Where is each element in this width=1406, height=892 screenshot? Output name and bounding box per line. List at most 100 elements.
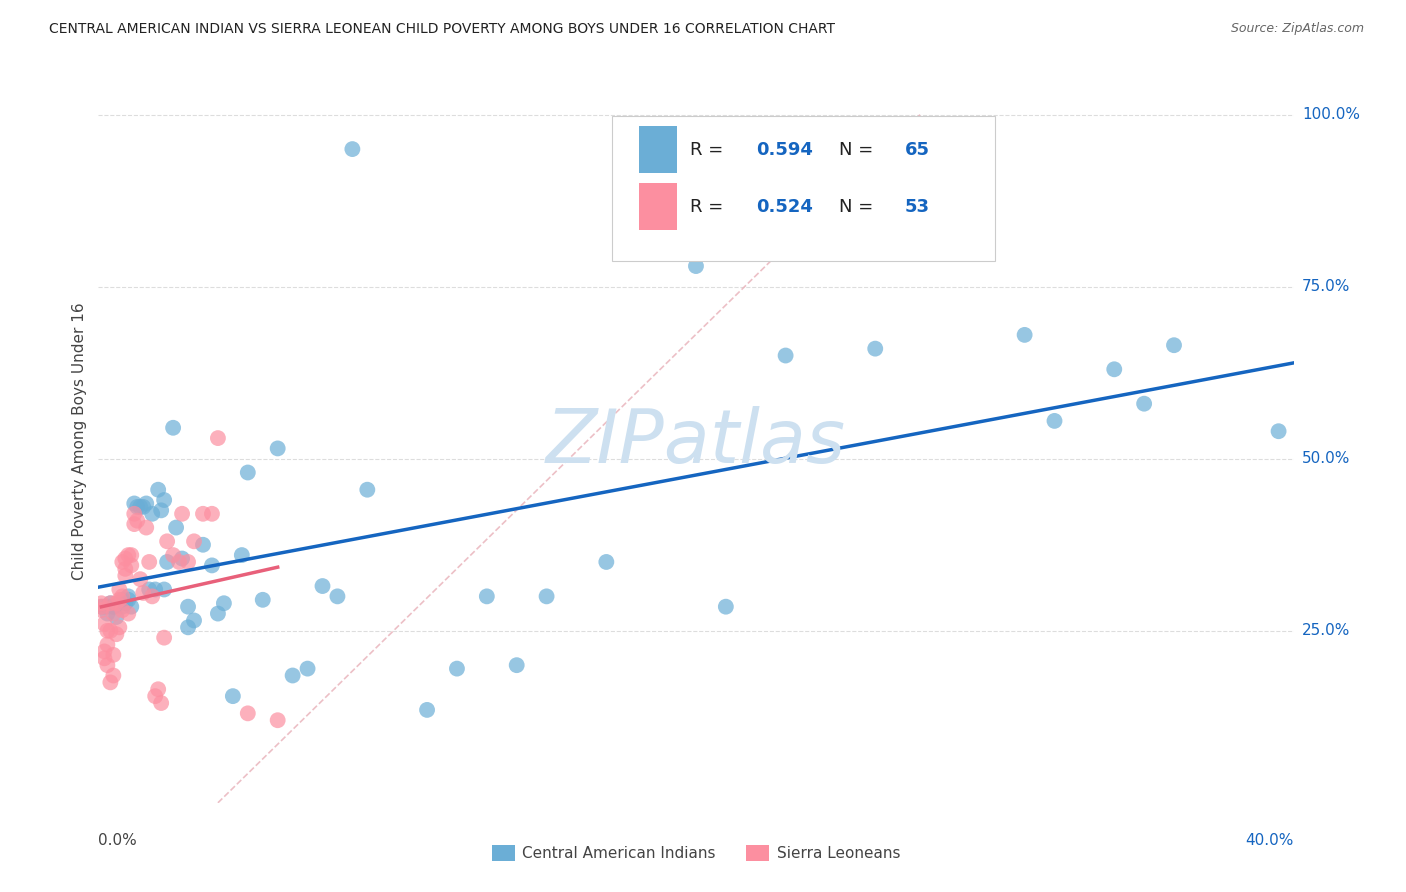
- Point: [103, 607, 125, 621]
- Text: CENTRAL AMERICAN INDIAN VS SIERRA LEONEAN CHILD POVERTY AMONG BOYS UNDER 16 CORR: CENTRAL AMERICAN INDIAN VS SIERRA LEONEA…: [49, 22, 835, 37]
- Point: [252, 592, 274, 607]
- Point: [132, 586, 155, 600]
- Point: [267, 442, 290, 456]
- Point: [141, 507, 163, 521]
- Point: [90, 596, 112, 610]
- Point: [201, 507, 224, 521]
- Y-axis label: Child Poverty Among Boys Under 16: Child Poverty Among Boys Under 16: [72, 302, 87, 581]
- Point: [114, 596, 136, 610]
- Point: [96, 599, 118, 614]
- FancyBboxPatch shape: [638, 184, 676, 230]
- Text: 0.594: 0.594: [756, 141, 813, 159]
- Point: [183, 534, 205, 549]
- Point: [191, 507, 214, 521]
- Point: [114, 562, 136, 576]
- Text: ZIPatlas: ZIPatlas: [546, 406, 846, 477]
- Point: [103, 599, 125, 614]
- Point: [124, 496, 146, 510]
- Point: [1043, 414, 1066, 428]
- Point: [103, 668, 125, 682]
- Point: [416, 703, 439, 717]
- Point: [143, 689, 166, 703]
- Text: 0.524: 0.524: [756, 198, 813, 216]
- Point: [135, 496, 157, 510]
- Point: [162, 548, 184, 562]
- Point: [98, 596, 122, 610]
- Point: [120, 548, 142, 562]
- Point: [506, 658, 529, 673]
- Text: R =: R =: [690, 141, 728, 159]
- Point: [138, 555, 160, 569]
- Point: [117, 592, 139, 607]
- Point: [141, 590, 163, 604]
- Point: [148, 682, 170, 697]
- Text: 40.0%: 40.0%: [1246, 833, 1294, 848]
- Point: [114, 551, 136, 566]
- Point: [90, 599, 112, 614]
- Point: [108, 582, 131, 597]
- Point: [153, 631, 176, 645]
- Point: [96, 658, 118, 673]
- Point: [236, 466, 259, 480]
- Point: [231, 548, 253, 562]
- Point: [311, 579, 333, 593]
- Point: [475, 590, 498, 604]
- Point: [172, 551, 194, 566]
- Point: [207, 431, 229, 445]
- Point: [153, 493, 176, 508]
- Point: [207, 607, 229, 621]
- Point: [96, 624, 118, 638]
- Point: [267, 713, 290, 727]
- Point: [103, 648, 125, 662]
- Point: [111, 590, 134, 604]
- Point: [90, 599, 112, 614]
- Point: [153, 582, 176, 597]
- Text: Source: ZipAtlas.com: Source: ZipAtlas.com: [1230, 22, 1364, 36]
- Point: [1133, 397, 1156, 411]
- Point: [156, 534, 179, 549]
- Point: [129, 572, 152, 586]
- Point: [111, 555, 134, 569]
- Point: [96, 638, 118, 652]
- Point: [536, 590, 558, 604]
- Point: [117, 590, 139, 604]
- Point: [143, 582, 166, 597]
- Point: [714, 599, 737, 614]
- Text: 50.0%: 50.0%: [1302, 451, 1350, 467]
- Point: [356, 483, 378, 497]
- Point: [183, 614, 205, 628]
- Point: [111, 603, 134, 617]
- Point: [595, 555, 617, 569]
- Text: 53: 53: [905, 198, 931, 216]
- Point: [108, 592, 131, 607]
- Point: [124, 507, 146, 521]
- Point: [93, 599, 115, 614]
- Point: [446, 662, 468, 676]
- Point: [1267, 424, 1289, 438]
- Point: [132, 500, 155, 514]
- Point: [342, 142, 364, 156]
- Text: R =: R =: [690, 198, 728, 216]
- Point: [105, 596, 128, 610]
- Point: [326, 590, 349, 604]
- Point: [105, 610, 128, 624]
- Point: [103, 599, 125, 614]
- Point: [98, 596, 122, 610]
- Point: [93, 616, 115, 631]
- Point: [297, 662, 319, 676]
- Text: 0.0%: 0.0%: [98, 833, 138, 848]
- Point: [167, 555, 190, 569]
- Point: [162, 421, 184, 435]
- Point: [127, 514, 149, 528]
- Point: [117, 607, 139, 621]
- Point: [1104, 362, 1126, 376]
- Point: [105, 627, 128, 641]
- Point: [222, 689, 245, 703]
- Point: [177, 620, 200, 634]
- Point: [150, 503, 173, 517]
- Text: 25.0%: 25.0%: [1302, 624, 1350, 639]
- Legend: Central American Indians, Sierra Leoneans: Central American Indians, Sierra Leonean…: [485, 839, 907, 867]
- Point: [150, 696, 173, 710]
- Point: [135, 520, 157, 534]
- Point: [177, 599, 200, 614]
